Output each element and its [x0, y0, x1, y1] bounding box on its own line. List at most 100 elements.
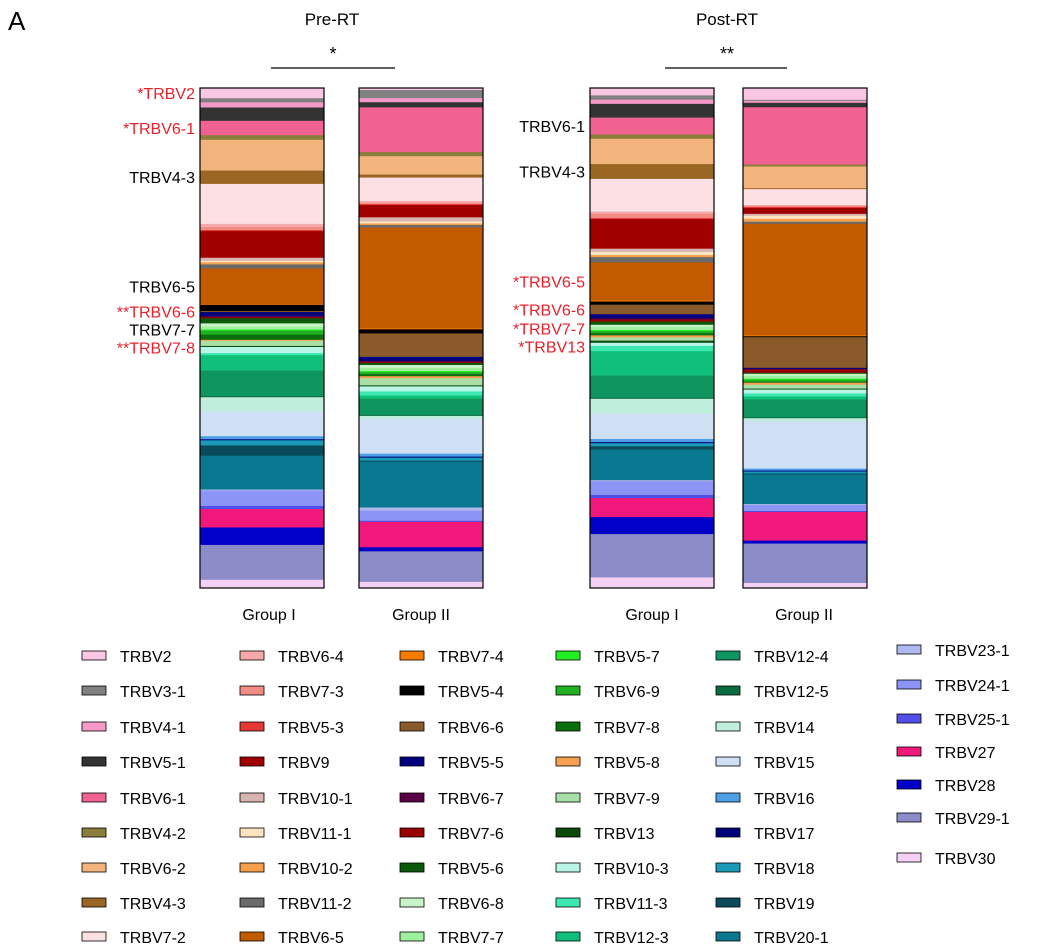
bar-segment-trbv5-8 [590, 335, 714, 338]
legend-label-trbv5-4: TRBV5-4 [438, 684, 504, 701]
bar-segment-trbv11-3 [743, 393, 867, 397]
legend-swatch-trbv5-8 [555, 756, 581, 767]
bar-segment-trbv12-4 [743, 399, 867, 418]
bar-segment-trbv11-1 [590, 251, 714, 256]
legend-swatch-trbv6-4 [239, 650, 265, 661]
bar-segment-trbv10-1 [590, 248, 714, 253]
legend-swatch-trbv12-4 [715, 650, 741, 661]
bar-segment-trbv12-3 [200, 355, 324, 371]
bar-segment-trbv4-1 [200, 102, 324, 108]
bar-segment-trbv28 [590, 517, 714, 535]
legend-label-trbv7-4: TRBV7-4 [438, 649, 504, 666]
legend-swatch-trbv11-1 [239, 827, 265, 838]
bar-label-pre-group-2: Group II [392, 607, 450, 624]
bar-segment-trbv5-6 [743, 372, 867, 375]
bar-segment-trbv6-1 [590, 117, 714, 135]
panel-letter: A [8, 6, 26, 36]
legend-swatch-trbv5-7 [555, 650, 581, 661]
bar-segment-trbv12-5 [200, 396, 324, 398]
legend-swatch-trbv7-4 [399, 650, 425, 661]
bar-outline [589, 87, 715, 589]
bar-segment-trbv6-8 [200, 323, 324, 327]
bar-segment-trbv7-4 [590, 300, 714, 302]
bar-segment-trbv7-3 [359, 203, 483, 205]
annotations-layer: *TRBV2*TRBV6-1TRBV4-3TRBV6-5**TRBV6-6TRB… [117, 86, 585, 358]
bar-segment-trbv6-5 [590, 262, 714, 301]
bar-segment-trbv4-2 [590, 134, 714, 140]
bar-segment-trbv5-3 [743, 206, 867, 209]
annotation-trbv4-3: TRBV4-3 [129, 170, 195, 187]
legend-label-trbv6-7: TRBV6-7 [438, 791, 504, 808]
bar-segment-trbv7-8 [359, 374, 483, 377]
bar-segment-trbv4-1 [359, 98, 483, 103]
bar-segment-trbv6-6 [743, 337, 867, 369]
legend-label-trbv6-8: TRBV6-8 [438, 896, 504, 913]
legend-label-trbv29-1: TRBV29-1 [935, 811, 1010, 828]
bar-segment-trbv5-5 [200, 312, 324, 317]
bar-segment-trbv4-2 [200, 135, 324, 141]
bar-segment-trbv23-1 [359, 507, 483, 511]
bar-segment-trbv12-5 [359, 414, 483, 417]
legend-swatch-trbv15 [715, 756, 741, 767]
bar-segment-trbv25-1 [590, 494, 714, 499]
bar-segment-trbv3-1 [359, 90, 483, 99]
legend-label-trbv27: TRBV27 [935, 745, 996, 762]
bar-segment-trbv7-7 [200, 326, 324, 330]
bar-segment-trbv6-9 [743, 379, 867, 383]
bar-segment-trbv9 [200, 231, 324, 259]
bar-segment-trbv12-3 [590, 351, 714, 376]
bar-segment-trbv5-4 [590, 301, 714, 306]
bar-segment-trbv24-1 [200, 490, 324, 507]
annotation-trbv6-6: *TRBV6-6 [513, 303, 585, 320]
bar-segment-trbv24-1 [743, 505, 867, 512]
legend-label-trbv10-3: TRBV10-3 [594, 861, 669, 878]
bar-segment-trbv7-9 [359, 378, 483, 386]
legend-label-trbv10-2: TRBV10-2 [278, 861, 353, 878]
bar-segment-trbv10-1 [359, 217, 483, 222]
bar-segment-trbv7-9 [743, 384, 867, 389]
bar-segment-trbv12-4 [590, 375, 714, 399]
legend-label-trbv4-2: TRBV4-2 [120, 826, 186, 843]
legend-label-trbv25-1: TRBV25-1 [935, 712, 1010, 729]
bar-segment-trbv5-4 [743, 336, 867, 338]
annotation-trbv6-6: **TRBV6-6 [117, 305, 195, 322]
bar-segment-trbv10-3 [359, 386, 483, 392]
legend-swatch-trbv18 [715, 862, 741, 873]
legend-label-trbv23-1: TRBV23-1 [935, 643, 1010, 660]
bar-segment-trbv18 [359, 457, 483, 462]
legend-swatch-trbv30 [896, 852, 922, 863]
bar-segment-trbv28 [200, 527, 324, 546]
legend-swatch-trbv11-2 [239, 897, 265, 908]
bar-segment-trbv7-8 [200, 334, 324, 341]
bar-segment-trbv28 [743, 540, 867, 544]
legend-label-trbv24-1: TRBV24-1 [935, 678, 1010, 695]
bar-segment-trbv30 [359, 581, 483, 589]
bars-layer [199, 87, 868, 589]
annotation-trbv2: *TRBV2 [137, 86, 195, 103]
bar-segment-trbv5-7 [359, 371, 483, 373]
bar-segment-trbv6-8 [359, 364, 483, 369]
legend-label-trbv7-6: TRBV7-6 [438, 826, 504, 843]
bar-segment-trbv10-2 [200, 262, 324, 265]
bar-segment-trbv27 [200, 509, 324, 528]
legend-swatch-trbv5-6 [399, 862, 425, 873]
legend-label-trbv13: TRBV13 [594, 826, 655, 843]
legend-label-trbv2: TRBV2 [120, 649, 172, 666]
bar-segment-trbv6-5 [200, 268, 324, 305]
bar-segment-trbv7-6 [590, 319, 714, 322]
legend-swatch-trbv6-1 [81, 792, 107, 803]
bar-segment-trbv7-9 [590, 337, 714, 341]
legend-label-trbv20-1: TRBV20-1 [754, 930, 829, 947]
bar-segment-trbv16 [743, 468, 867, 471]
bar-segment-trbv5-8 [743, 382, 867, 385]
bar-segment-trbv6-7 [200, 316, 324, 318]
annotation-trbv7-8: **TRBV7-8 [117, 341, 195, 358]
legend-swatch-trbv9 [239, 756, 265, 767]
bar-segment-trbv3-1 [590, 95, 714, 100]
bar-segment-trbv6-4 [743, 204, 867, 207]
bar-segment-trbv12-4 [359, 398, 483, 416]
bar-segment-trbv7-7 [590, 326, 714, 331]
bar-segment-trbv5-6 [200, 318, 324, 324]
legend-swatch-trbv5-3 [239, 721, 265, 732]
bar-segment-trbv6-1 [743, 107, 867, 165]
